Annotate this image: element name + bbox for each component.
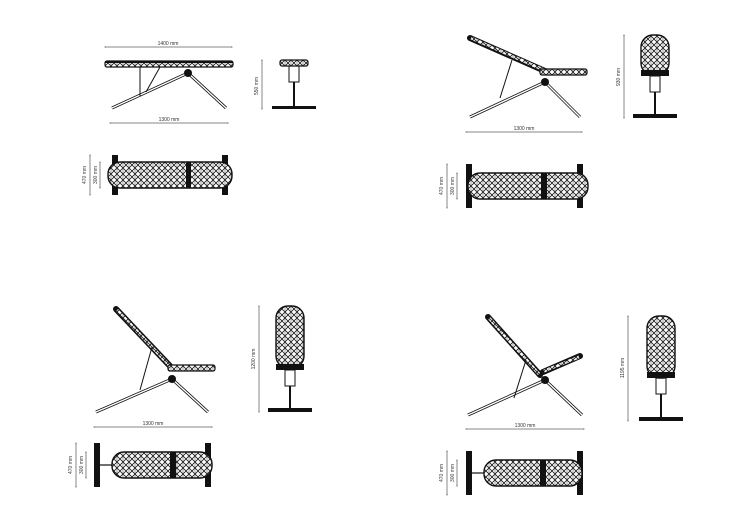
dim-height: 550 mm: [254, 77, 260, 95]
front-view-flat: 550 mm: [254, 59, 316, 110]
dim-height: 930 mm: [616, 68, 622, 86]
side-view-recline-low: 1300 mm: [465, 35, 588, 133]
dim-width-inner: 300 mm: [450, 177, 456, 195]
dim-width-outer: 470 mm: [439, 464, 445, 482]
quadrant-recline-high: 1300 mm 1195 mm 470 mm 300 mm: [439, 314, 683, 496]
front-view-recline-mid: 1200 mm: [251, 305, 312, 413]
dim-length-bottom: 1300 mm: [514, 126, 535, 132]
quadrant-recline-mid: 1300 mm 1200 mm 470 mm 300 mm: [68, 305, 312, 488]
quadrant-recline-low: 1300 mm 930 mm 470 mm 300 mm: [439, 34, 677, 209]
dim-length-bottom: 1300 mm: [143, 421, 164, 427]
side-view-flat: 1400 mm 1300 mm: [104, 41, 234, 124]
quadrant-flat: 1400 mm 1300 mm 550 mm: [82, 41, 316, 196]
dim-width-outer: 470 mm: [439, 177, 445, 195]
dim-width-outer: 470 mm: [82, 166, 88, 184]
dim-width-outer: 470 mm: [68, 456, 74, 474]
dim-width-inner: 300 mm: [93, 166, 99, 184]
top-view-recline-mid: 470 mm 300 mm: [68, 442, 213, 488]
top-view-recline-high: 470 mm 300 mm: [439, 450, 583, 496]
dim-width-inner: 300 mm: [79, 456, 85, 474]
front-view-recline-low: 930 mm: [616, 34, 677, 119]
top-view-flat: 470 mm 300 mm: [82, 154, 233, 196]
dim-height: 1195 mm: [620, 358, 626, 378]
top-view-recline-low: 470 mm 300 mm: [439, 163, 589, 209]
dim-length-top: 1400 mm: [158, 41, 179, 47]
dim-length-bottom: 1300 mm: [515, 423, 536, 429]
dim-length-bottom: 1300 mm: [159, 117, 180, 123]
side-view-recline-high: 1300 mm: [465, 314, 585, 430]
front-view-recline-high: 1195 mm: [620, 315, 683, 422]
dim-width-inner: 300 mm: [450, 464, 456, 482]
dim-height: 1200 mm: [251, 349, 257, 370]
side-view-recline-mid: 1300 mm: [93, 306, 216, 428]
